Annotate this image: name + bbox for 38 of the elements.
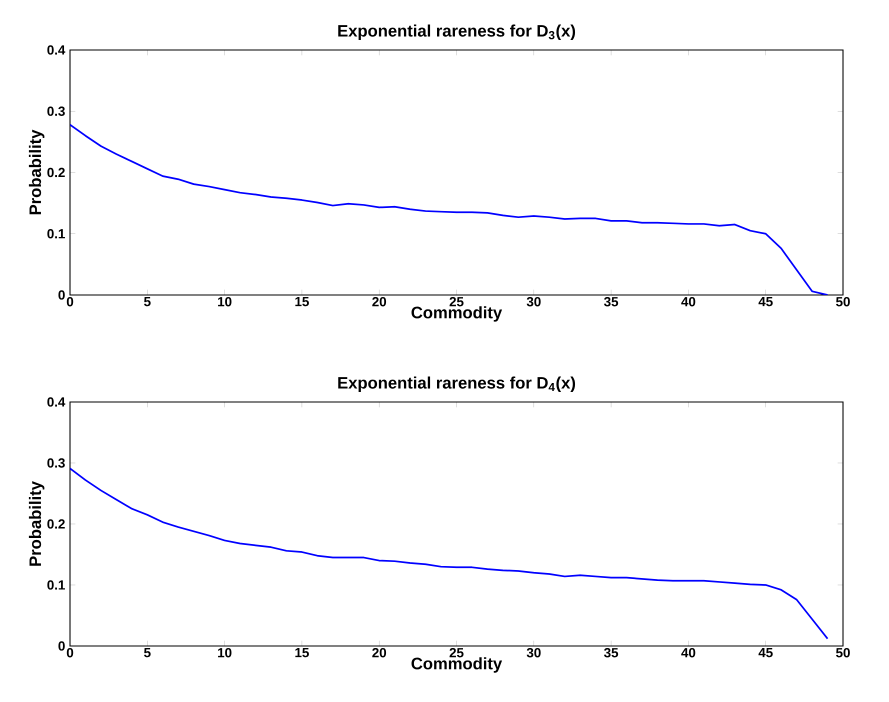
x-tick-label: 35 [604, 297, 618, 306]
x-tick-label: 30 [526, 297, 541, 306]
x-tick-label: 10 [218, 648, 232, 658]
x-tick-label: 50 [836, 648, 850, 658]
x-tick-label: 20 [372, 648, 386, 658]
x-tick-label: 45 [758, 648, 773, 658]
x-tick-label: 40 [681, 648, 696, 658]
chart-title: Exponential rareness for D$_{3}$(x) [338, 24, 576, 40]
y-tick-label: 0.2 [47, 168, 65, 178]
x-tick-label: 15 [295, 648, 309, 658]
x-tick-label: 10 [218, 297, 232, 306]
y-tick-label: 0.4 [47, 45, 66, 55]
y-tick-label: 0 [58, 641, 65, 651]
x-tick-label: 50 [836, 297, 850, 306]
x-tick-label: 15 [295, 297, 309, 306]
x-tick-label: 0 [66, 648, 74, 658]
y-axis-title: Probability [28, 130, 44, 214]
x-tick-label: 0 [66, 297, 74, 306]
x-tick-label: 20 [372, 297, 386, 306]
y-tick-label: 0.2 [47, 519, 65, 529]
x-tick-label: 25 [450, 648, 464, 658]
x-tick-label: 45 [758, 297, 773, 306]
y-tick-label: 0.3 [47, 458, 65, 468]
x-tick-label: 40 [681, 297, 696, 306]
y-tick-label: 0.1 [47, 580, 65, 590]
x-tick-label: 25 [450, 297, 464, 306]
x-tick-label: 35 [604, 648, 618, 658]
x-tick-label: 5 [144, 297, 151, 306]
chart-title: Exponential rareness for D$_{4}$(x) [338, 376, 576, 392]
y-axis-title: Probability [28, 481, 44, 566]
y-tick-label: 0.4 [47, 397, 66, 407]
x-axis-title: Commodity [412, 306, 502, 322]
x-tick-label: 5 [144, 648, 151, 658]
x-axis-title: Commodity [412, 657, 502, 673]
y-tick-label: 0 [58, 290, 65, 300]
x-tick-label: 30 [526, 648, 541, 658]
y-tick-label: 0.1 [47, 229, 65, 238]
y-tick-label: 0.3 [47, 106, 65, 116]
